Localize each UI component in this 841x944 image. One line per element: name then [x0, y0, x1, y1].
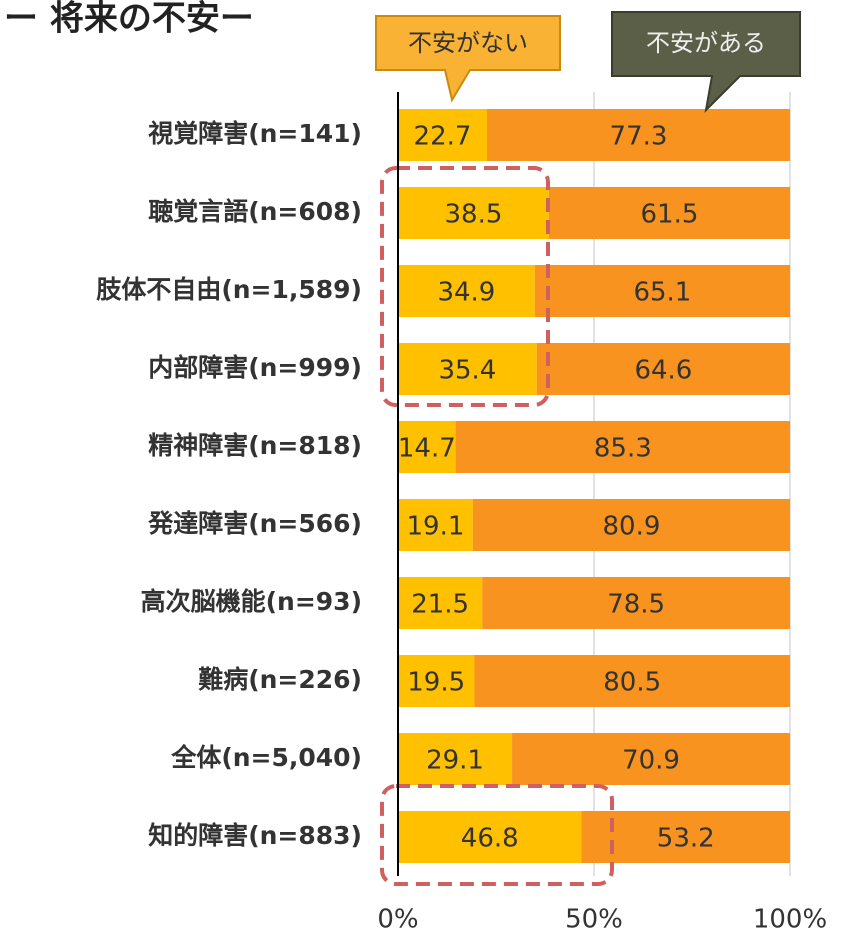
x-tick-label: 50% [565, 905, 623, 935]
data-label: 21.5 [411, 590, 469, 620]
bar-segment [398, 343, 537, 395]
data-label: 19.5 [407, 668, 465, 698]
bar-segment [398, 499, 473, 551]
x-tick-label: 0% [377, 905, 418, 935]
bar-segment [455, 421, 790, 473]
data-label: 53.2 [657, 824, 715, 854]
data-label: 35.4 [438, 356, 496, 386]
y-tick-label: 視覚障害(n=141) [148, 119, 362, 148]
y-tick-label: 発達障害(n=566) [147, 509, 362, 538]
legend-label: 不安がある [646, 29, 766, 57]
data-label: 19.1 [406, 512, 464, 542]
bar-segment [536, 343, 790, 395]
data-label: 29.1 [426, 746, 484, 776]
bar-segment [398, 265, 535, 317]
bar-segment [398, 811, 582, 863]
bar-segment [398, 733, 513, 785]
data-label: 14.7 [398, 434, 456, 464]
data-label: 64.6 [634, 356, 692, 386]
bar-segment [486, 109, 790, 161]
x-tick-label: 100% [753, 905, 827, 935]
highlight-box [380, 784, 614, 886]
bar-segment [398, 187, 549, 239]
data-label: 80.9 [602, 512, 660, 542]
bar-segment [398, 109, 487, 161]
bar-segment [534, 265, 790, 317]
y-tick-label: 精神障害(n=818) [148, 431, 362, 460]
data-label: 78.5 [607, 590, 665, 620]
y-tick-label: 高次脳機能(n=93) [141, 587, 362, 616]
bar-segment [512, 733, 790, 785]
y-tick-label: 聴覚言語(n=608) [148, 197, 362, 226]
bar-segment [398, 577, 483, 629]
data-label: 61.5 [641, 200, 699, 230]
y-tick-label: 全体(n=5,040) [170, 743, 362, 772]
data-label: 65.1 [633, 278, 691, 308]
legend-callout [375, 15, 561, 103]
bar-segment [398, 655, 475, 707]
bar-segment [581, 811, 790, 863]
data-label: 77.3 [610, 122, 668, 152]
bar-segment [398, 421, 456, 473]
bar-segment [482, 577, 790, 629]
y-tick-label: 難病(n=226) [198, 665, 362, 694]
data-label: 38.5 [445, 200, 503, 230]
y-tick-label: 内部障害(n=999) [148, 353, 362, 382]
legend-callout [611, 11, 801, 113]
data-label: 34.9 [437, 278, 495, 308]
data-label: 70.9 [622, 746, 680, 776]
y-tick-label: 肢体不自由(n=1,589) [96, 275, 362, 304]
bar-segment [474, 655, 790, 707]
data-label: 80.5 [603, 668, 661, 698]
legend-label: 不安がない [408, 29, 528, 57]
highlight-box [380, 166, 550, 407]
bars: 22.7 77.3 38.5 61.5 34.9 65.1 35.4 64.6 14.7 85.3… [398, 109, 790, 863]
data-label: 85.3 [594, 434, 652, 464]
data-label: 22.7 [414, 122, 472, 152]
bar-segment [548, 187, 790, 239]
y-tick-label: 知的障害(n=883) [148, 821, 362, 850]
bar-segment [472, 499, 790, 551]
chart-title: ー 将来の不安ー [4, 0, 254, 39]
data-label: 46.8 [461, 824, 519, 854]
